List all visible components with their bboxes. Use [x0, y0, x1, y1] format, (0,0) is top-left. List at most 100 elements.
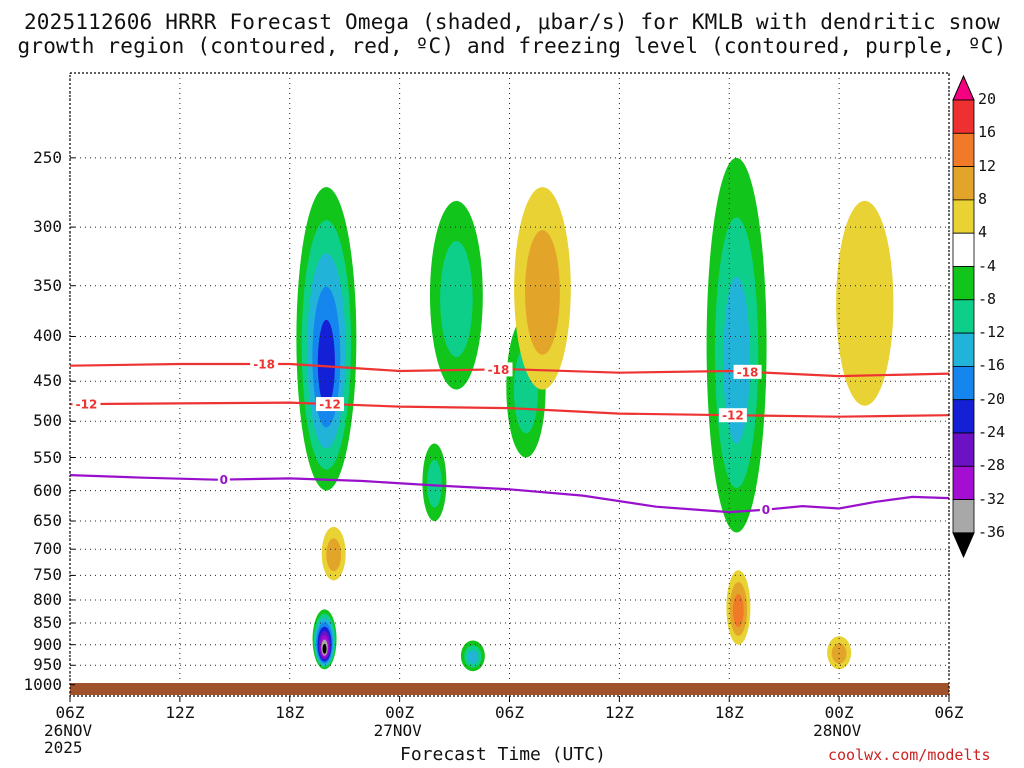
contour-label-bg — [718, 408, 747, 423]
colorbar-swatch — [952, 232, 975, 267]
contour-label: -18 — [737, 365, 759, 379]
y-tick-label: 1000 — [23, 674, 62, 694]
chart-title-line-2: growth region (contoured, red, ºC) and f… — [17, 34, 1007, 58]
omega-contour-fill — [723, 276, 750, 444]
colorbar — [952, 74, 975, 559]
omega-blob — [460, 640, 485, 672]
credit-link[interactable]: coolwx.com/modelts — [828, 746, 991, 764]
omega-contour-fill — [733, 593, 744, 628]
colorbar-label: -20 — [978, 389, 1006, 408]
contour-label: -12 — [722, 409, 744, 423]
y-tick-label: 550 — [33, 447, 62, 467]
y-tick-label: 500 — [33, 411, 62, 431]
colorbar-label: 12 — [978, 156, 997, 175]
x-date-label: 28NOV — [813, 721, 862, 740]
chart-title-line-1: 2025112606 HRRR Forecast Omega (shaded, … — [23, 10, 1001, 34]
omega-blob — [296, 187, 357, 491]
colorbar-swatch — [952, 432, 975, 467]
omega-contour-fill — [836, 200, 894, 406]
contours: -18 -18 -18 -12 -12 -12 0 0 — [70, 356, 949, 517]
y-tick-label: 350 — [33, 275, 62, 295]
contour-label: -18 — [488, 363, 510, 377]
colorbar-label: -4 — [978, 256, 997, 275]
omega-blob — [312, 609, 337, 670]
contour-label-bg — [72, 397, 101, 412]
y-tick-label: 650 — [33, 511, 62, 531]
x-tick-label: 00Z — [824, 703, 854, 722]
x-tick-label: 00Z — [385, 703, 415, 722]
x-tick-label: 18Z — [714, 703, 744, 722]
colorbar-label: -32 — [978, 489, 1006, 508]
contour-label-bg — [250, 356, 279, 371]
y-tick-label: 400 — [33, 326, 62, 346]
x-tick-label: 06Z — [495, 703, 524, 722]
x-date-label: 26NOV — [44, 721, 93, 740]
y-tick-label: 250 — [33, 147, 62, 167]
contour-label: 0 — [762, 503, 770, 517]
colorbar-label: 4 — [978, 223, 988, 242]
contour-label-bg — [759, 502, 772, 517]
omega-contour-fill — [317, 319, 335, 407]
colorbar-bottom-arrow — [952, 532, 975, 559]
omega-contour-fill — [440, 240, 473, 358]
colorbar-swatch — [952, 166, 975, 201]
y-tick-label: 600 — [33, 480, 62, 500]
y-tick-label: 850 — [33, 612, 62, 632]
x-tick-label: 18Z — [275, 703, 305, 722]
contour-label-bg — [733, 364, 762, 379]
omega-blob — [827, 636, 852, 670]
omega-blob — [514, 187, 571, 390]
contour-label-bg — [217, 472, 230, 487]
x-tick-label: 12Z — [604, 703, 634, 722]
omega-blob — [429, 200, 483, 390]
colorbar-label: -16 — [978, 356, 1006, 375]
omega-contour-fill — [525, 230, 560, 355]
contour-label-bg — [316, 397, 345, 412]
contour-label: -18 — [253, 357, 275, 371]
omega-contour-fill — [467, 650, 479, 664]
colorbar-top-arrow — [952, 74, 975, 101]
y-tick-label: 300 — [33, 217, 62, 237]
colorbar-swatch — [952, 332, 975, 367]
colorbar-swatch — [952, 365, 975, 401]
colorbar-label: -8 — [978, 289, 997, 308]
omega-contour-fill — [427, 459, 442, 508]
omega-blob — [726, 570, 751, 645]
colorbar-swatch — [952, 132, 975, 168]
ground-surface — [70, 683, 949, 695]
x-tick-label: 06Z — [934, 703, 964, 722]
colorbar-swatch — [952, 399, 975, 434]
x-axis-title: Forecast Time (UTC) — [400, 744, 606, 765]
omega-contour-fill — [322, 643, 327, 654]
contour-label: 0 — [220, 473, 228, 487]
omega-contour-fill — [326, 538, 342, 572]
contour-label: -12 — [76, 398, 98, 412]
colorbar-swatch — [952, 465, 975, 500]
colorbar-label: 20 — [978, 90, 997, 108]
x-tick-label: 06Z — [55, 703, 85, 722]
colorbar-label: -36 — [978, 522, 1006, 541]
contour-label: -12 — [319, 398, 341, 412]
colorbar-label: -28 — [978, 456, 1006, 475]
x-year-label: 2025 — [44, 738, 83, 757]
colorbar-swatch — [952, 299, 975, 334]
y-tick-label: 700 — [33, 539, 62, 559]
omega-blob — [836, 200, 894, 406]
y-tick-label: 950 — [33, 655, 62, 675]
y-tick-label: 750 — [33, 565, 62, 585]
x-date-label: 27NOV — [373, 721, 422, 740]
colorbar-label: -12 — [978, 323, 1006, 342]
colorbar-swatch — [952, 99, 975, 134]
y-tick-label: 800 — [33, 589, 62, 609]
omega-blob — [422, 443, 447, 522]
colorbar-swatch — [952, 499, 975, 534]
omega-blob — [706, 157, 767, 533]
colorbar-swatch — [952, 266, 975, 301]
freezing-level-contour — [70, 474, 949, 514]
contour-label-bg — [484, 362, 513, 377]
dgz-minus12-contour — [70, 401, 949, 418]
omega-blob — [321, 526, 346, 581]
colorbar-label: -24 — [978, 423, 1006, 441]
y-tick-label: 450 — [33, 371, 62, 391]
